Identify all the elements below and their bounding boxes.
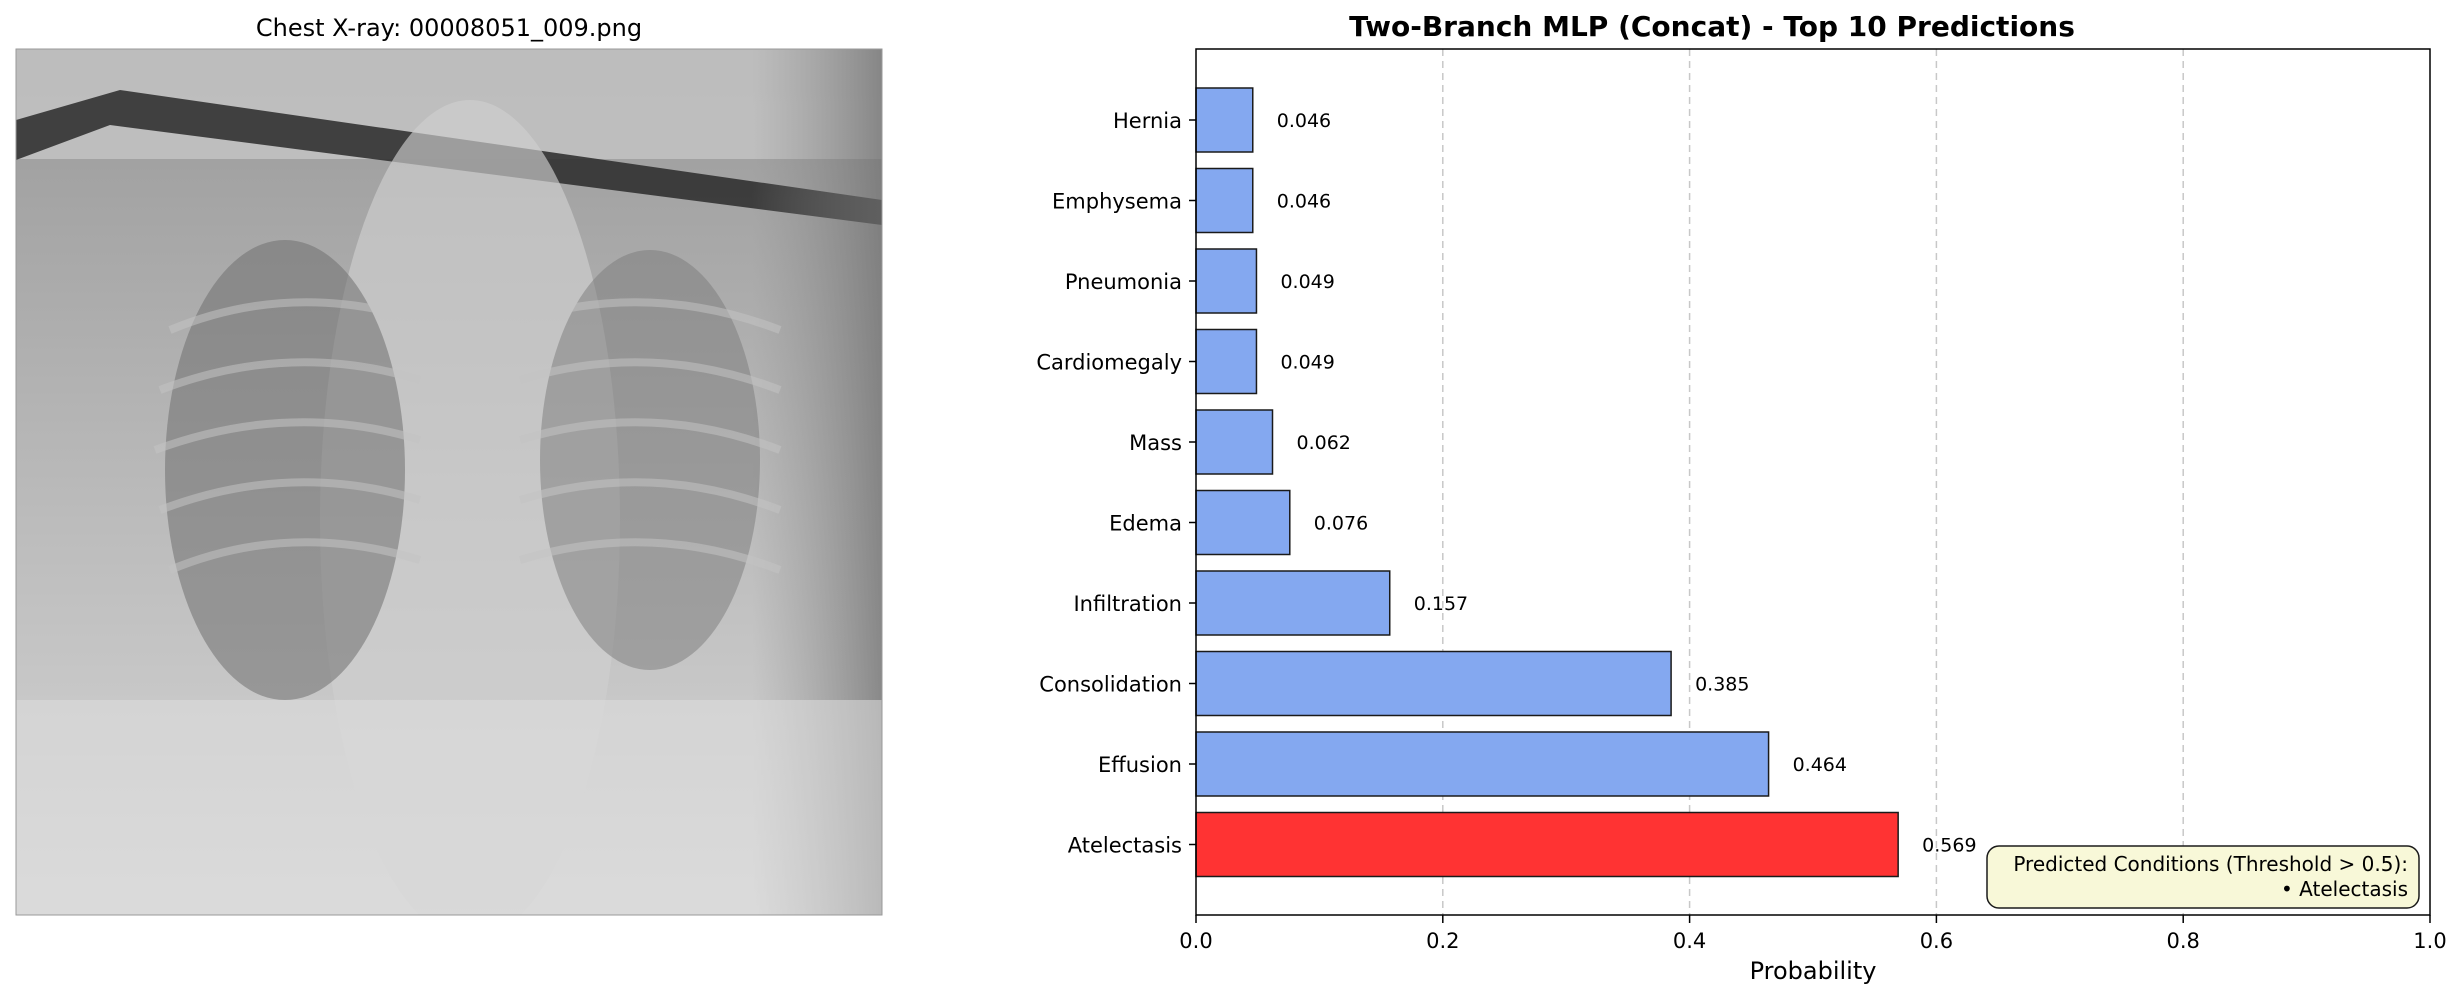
x-ticks: 0.0 0.2 0.4 0.6 0.8 1.0 [1179, 915, 2447, 953]
y-tick-label: Mass [1129, 431, 1182, 455]
x-tick-label: 0.0 [1179, 929, 1212, 953]
y-tick-label: Atelectasis [1068, 834, 1182, 858]
xray-frame [15, 48, 883, 916]
y-tick-label: Effusion [1098, 753, 1182, 777]
bar-hernia [1195, 87, 1254, 153]
bar-effusion [1195, 731, 1770, 797]
x-axis-label: Probability [1750, 957, 1877, 985]
prediction-annotation: Predicted Conditions (Threshold > 0.5): … [1986, 845, 2420, 909]
x-tick-label: 0.4 [1673, 929, 1706, 953]
axes-frame [1195, 48, 2431, 916]
xray-title: Chest X-ray: 00008051_009.png [256, 14, 642, 42]
annotation-box [1986, 845, 2420, 909]
value-labels: 0.046 0.046 0.049 0.049 0.062 0.076 0.157 0.385… [1277, 110, 1977, 857]
value-label: 0.049 [1280, 352, 1334, 374]
value-label: 0.046 [1277, 191, 1331, 213]
bar-pneumonia [1195, 248, 1258, 314]
bar-cardiomegaly [1195, 328, 1258, 395]
value-label: 0.385 [1695, 674, 1749, 696]
y-tick-label: Consolidation [1039, 673, 1182, 697]
annotation-line-1: Predicted Conditions (Threshold > 0.5): [2013, 852, 2408, 876]
value-label: 0.076 [1314, 513, 1368, 535]
y-tick-label: Cardiomegaly [1036, 351, 1182, 375]
y-tick-label: Emphysema [1052, 190, 1182, 214]
x-tick-label: 0.2 [1426, 929, 1459, 953]
y-tick-label: Pneumonia [1065, 270, 1182, 294]
y-tick-label: Infiltration [1073, 592, 1182, 616]
bar-infiltration [1195, 570, 1391, 636]
bar-emphysema [1195, 167, 1254, 234]
y-tick-label: Edema [1109, 512, 1182, 536]
bar-consolidation [1195, 650, 1672, 717]
annotation-line-2: • Atelectasis [2281, 877, 2408, 901]
y-tick-labels: Hernia Emphysema Pneumonia Cardiomegaly Mass… [1036, 109, 1196, 858]
bar-mass [1195, 409, 1274, 475]
x-tick-label: 0.6 [1920, 929, 1953, 953]
x-tick-label: 0.8 [2166, 929, 2199, 953]
value-label: 0.062 [1297, 432, 1351, 454]
value-label: 0.046 [1277, 110, 1331, 132]
bars [1195, 87, 1899, 878]
chart-title: Two-Branch MLP (Concat) - Top 10 Predict… [1349, 10, 2075, 43]
y-tick-label: Hernia [1113, 109, 1182, 133]
bar-edema [1195, 489, 1291, 556]
value-label: 0.569 [1922, 835, 1976, 857]
bar-atelectasis [1195, 811, 1899, 878]
value-label: 0.049 [1280, 271, 1334, 293]
value-label: 0.157 [1414, 593, 1468, 615]
value-label: 0.464 [1793, 754, 1847, 776]
xray-image [16, 49, 882, 915]
x-tick-label: 1.0 [2413, 929, 2446, 953]
